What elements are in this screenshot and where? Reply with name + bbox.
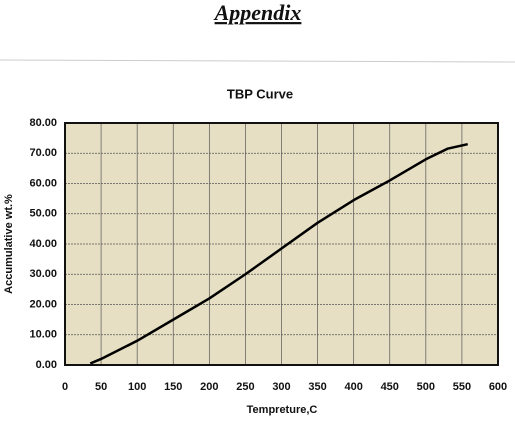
y-tick-label: 10.00 — [29, 329, 57, 341]
x-tick-label: 50 — [95, 381, 107, 393]
y-tick-label: 70.00 — [29, 147, 57, 159]
y-tick-label: 80.00 — [29, 117, 57, 129]
x-tick-label: 150 — [164, 381, 182, 393]
x-tick-label: 200 — [200, 381, 218, 393]
y-tick-label: 20.00 — [29, 298, 57, 310]
y-tick-label: 50.00 — [29, 208, 57, 220]
data-line — [89, 142, 468, 365]
x-tick-label: 400 — [344, 381, 362, 393]
plot-border — [64, 122, 499, 366]
x-tick-label: 500 — [417, 381, 435, 393]
y-tick-label: 0.00 — [36, 359, 57, 371]
y-axis-label: Accumulative wt.% — [3, 194, 15, 294]
x-tick-label: 0 — [62, 381, 68, 393]
x-tick-label: 550 — [453, 381, 471, 393]
chart-title: TBP Curve — [227, 86, 293, 101]
x-tick-label: 250 — [236, 381, 254, 393]
y-tick-label: 30.00 — [29, 268, 57, 280]
x-tick-label: 600 — [489, 381, 507, 393]
x-tick-label: 300 — [272, 381, 290, 393]
x-axis-label: Tempreture,C — [247, 404, 318, 416]
y-tick-label: 40.00 — [29, 238, 57, 250]
scan-border — [0, 59, 515, 63]
y-tick-label: 60.00 — [29, 177, 57, 189]
page-title: Appendix — [213, 0, 302, 25]
x-tick-label: 450 — [381, 381, 399, 393]
x-tick-label: 100 — [128, 381, 146, 393]
x-tick-label: 350 — [308, 381, 326, 393]
